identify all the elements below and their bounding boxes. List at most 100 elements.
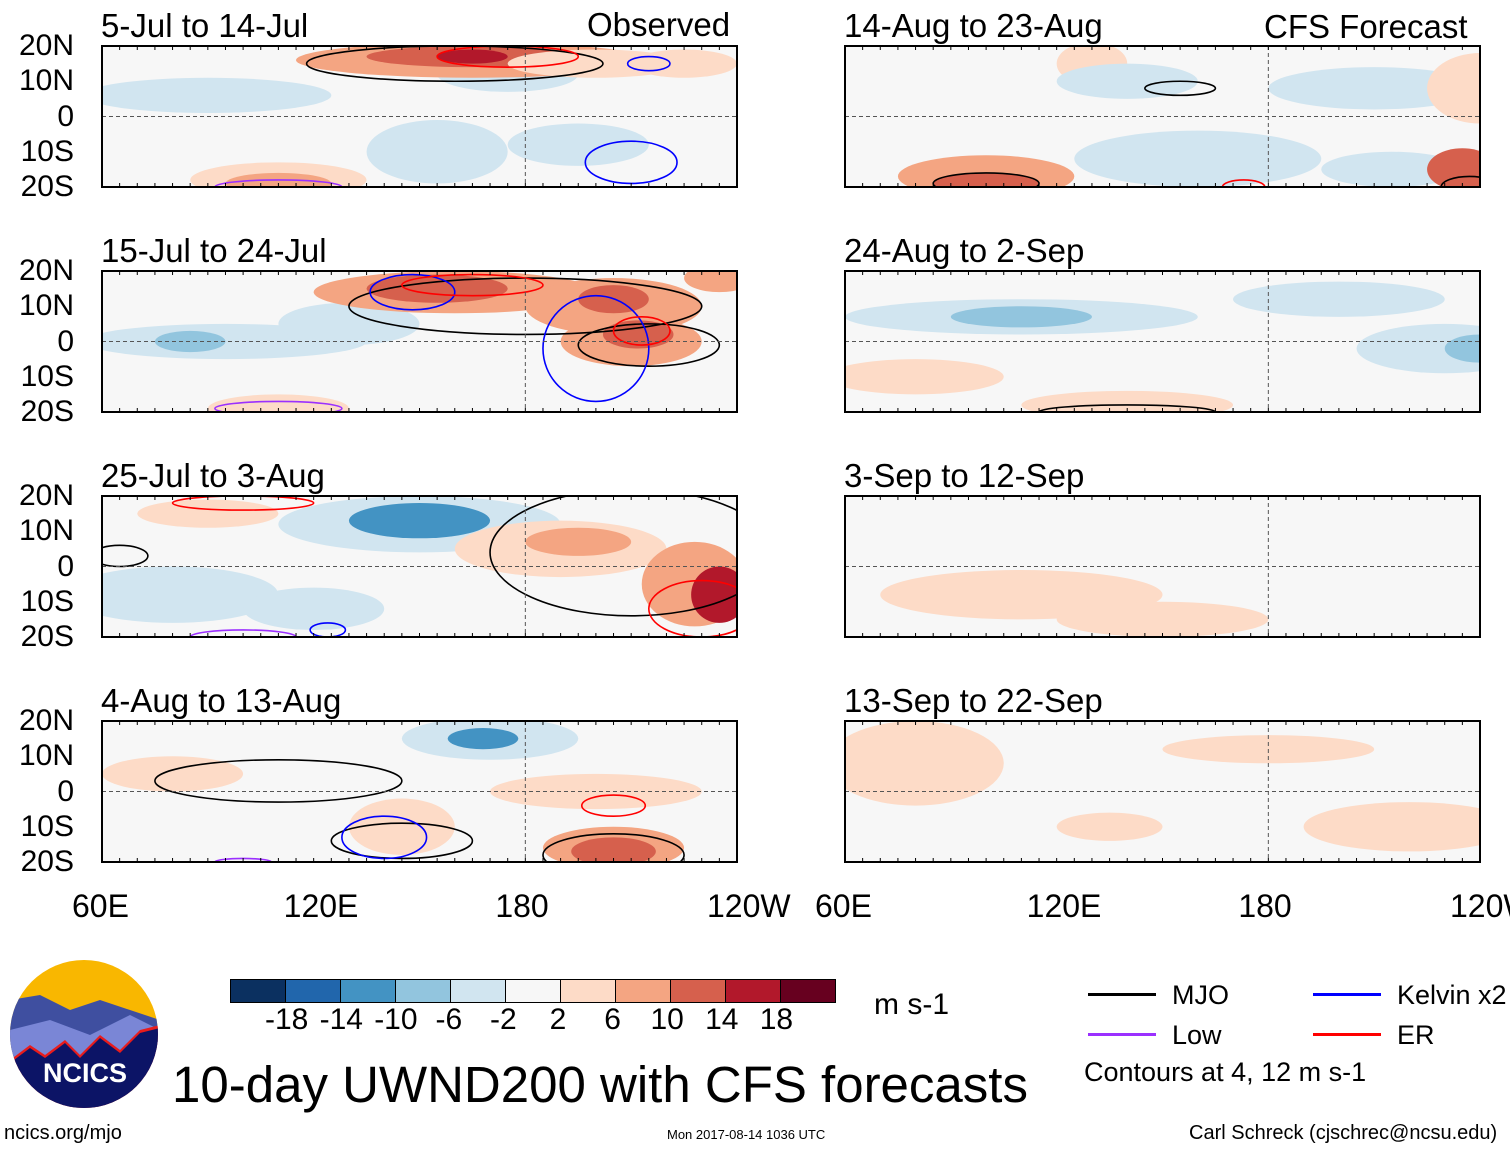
mjo-contour — [305, 46, 604, 83]
legend-label: Low — [1172, 1020, 1222, 1050]
cfs-forecast-label: CFS Forecast — [1264, 8, 1468, 45]
colorbar-tick: 14 — [705, 1003, 739, 1036]
colorbar-tick: -10 — [374, 1003, 418, 1036]
anomaly-region — [1268, 67, 1480, 110]
er-contour — [612, 316, 671, 346]
anomaly-region — [1338, 573, 1480, 595]
anomaly-region — [1303, 802, 1480, 852]
kelvin-contour — [309, 622, 347, 637]
anomaly-region — [437, 49, 508, 64]
anomaly-region — [933, 172, 1040, 187]
colorbar-tick: 2 — [549, 1003, 567, 1036]
mjo-contour — [542, 833, 685, 862]
legend-line-low — [1088, 1033, 1156, 1036]
panel-title: 24-Aug to 2-Sep — [844, 232, 1085, 269]
lon-tick-label: 120E — [283, 888, 359, 924]
anomaly-region — [366, 120, 508, 184]
er-contour — [436, 46, 580, 68]
lat-tick-label: 0 — [57, 549, 74, 583]
legend-label: ER — [1397, 1020, 1435, 1050]
anomaly-region — [154, 330, 226, 353]
anomaly-region — [1056, 601, 1269, 637]
colorbar-unit: m s-1 — [874, 988, 949, 1021]
lat-tick-label: 20N — [18, 479, 74, 512]
er-contour — [580, 794, 647, 817]
panel-title: 25-Jul to 3-Aug — [101, 457, 325, 494]
panel-title: 13-Sep to 22-Sep — [844, 682, 1103, 719]
anomaly-region — [950, 306, 1092, 328]
low-contour — [214, 400, 343, 412]
lat-tick-label: 20S — [20, 170, 74, 203]
mjo-contour — [1144, 80, 1217, 97]
panel-4 — [844, 45, 1481, 188]
anomaly-region — [691, 566, 737, 623]
panel-title: 3-Sep to 12-Sep — [844, 457, 1085, 494]
lat-tick-label: 20N — [18, 704, 74, 737]
footer-timestamp: Mon 2017-08-14 1036 UTC — [667, 1127, 826, 1142]
panel-title: 5-Jul to 14-Jul — [101, 7, 309, 44]
footer-url[interactable]: ncics.org/mjo — [4, 1122, 122, 1144]
legend-label: Kelvin x2 — [1397, 980, 1507, 1010]
anomaly-region — [1356, 323, 1480, 374]
lon-tick-label: 120E — [1026, 888, 1102, 924]
colorbar-tick: 18 — [759, 1003, 794, 1036]
observed-label: Observed — [587, 6, 731, 43]
lat-tick-label: 20N — [18, 254, 74, 287]
lat-tick-label: 10S — [20, 359, 74, 393]
anomaly-region — [1427, 53, 1480, 124]
anomaly-region — [348, 503, 491, 539]
panel-title: 15-Jul to 24-Jul — [101, 232, 327, 269]
colorbar-swatch — [396, 980, 451, 1002]
panel-2 — [101, 495, 738, 638]
colorbar-swatch — [671, 980, 726, 1002]
legend-line-er — [1313, 1033, 1381, 1036]
colorbar-swatch — [561, 980, 616, 1002]
anomaly-region — [1074, 130, 1322, 187]
mjo-contour — [489, 496, 737, 617]
anomaly-region — [525, 527, 632, 556]
lat-tick-label: 10S — [20, 134, 74, 168]
legend-line-kelvin — [1313, 993, 1381, 996]
logo-text: NCICS — [43, 1058, 127, 1088]
panel-3 — [101, 720, 738, 863]
contour-note: Contours at 4, 12 m s-1 — [1084, 1057, 1367, 1087]
anomaly-region — [507, 123, 649, 166]
lat-tick-label: 20S — [20, 395, 74, 428]
anomaly-region — [571, 837, 656, 862]
anomaly-region — [1056, 812, 1163, 841]
lat-tick-label: 20N — [18, 29, 74, 62]
anomaly-region — [102, 566, 279, 623]
mjo-contour — [154, 758, 403, 803]
anomaly-region — [1321, 151, 1463, 187]
kelvin-contour — [542, 294, 650, 403]
colorbar-swatch — [506, 980, 561, 1002]
mjo-contour — [1440, 175, 1480, 187]
map-panels — [101, 45, 1481, 863]
low-contour — [189, 629, 297, 637]
panel-6 — [844, 495, 1481, 638]
panel-title: 14-Aug to 23-Aug — [844, 7, 1103, 44]
anomaly-region — [631, 49, 737, 78]
lat-tick-label: 0 — [57, 99, 74, 133]
anomaly-region — [1056, 63, 1198, 99]
anomaly-region — [845, 359, 1004, 395]
panel-0 — [101, 45, 738, 188]
colorbar-tick: -6 — [435, 1003, 463, 1036]
colorbar-swatch — [726, 980, 781, 1002]
anomaly-region — [137, 499, 279, 528]
lat-tick-label: 0 — [57, 324, 74, 358]
lat-tick-label: 0 — [57, 774, 74, 808]
colorbar-tick: -18 — [265, 1003, 309, 1036]
colorbar-swatch — [451, 980, 506, 1002]
colorbar-tick: 6 — [604, 1003, 621, 1036]
lon-tick-label: 180 — [1238, 888, 1292, 924]
anomaly-region — [845, 721, 1004, 806]
figure-title: 10-day UWND200 with CFS forecasts — [172, 1056, 1028, 1113]
anomaly-region — [207, 394, 349, 412]
lat-tick-label: 10N — [18, 739, 74, 773]
colorbar-swatch — [781, 980, 835, 1002]
colorbar-swatch — [231, 980, 286, 1002]
footer-author: Carl Schreck (cjschrec@ncsu.edu) — [1189, 1122, 1498, 1144]
anomaly-region — [278, 302, 420, 346]
